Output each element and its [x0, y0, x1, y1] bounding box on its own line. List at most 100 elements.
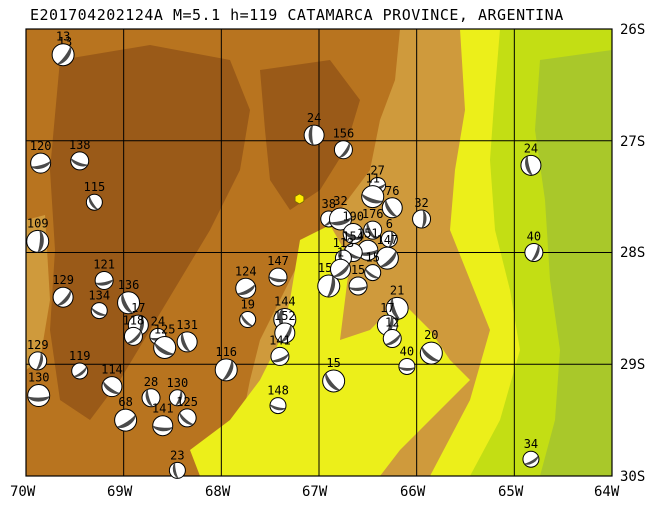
event-depth-label: 154 [342, 230, 364, 244]
event-depth-label: 141 [152, 402, 174, 416]
beachball-icon[interactable]: 141 [152, 402, 174, 437]
lon-label-67w: 67W [302, 484, 328, 500]
beachball-icon[interactable]: 121 [93, 257, 115, 290]
beachball-compression-quadrant [56, 45, 72, 65]
beachball-icon[interactable]: 109 [26, 216, 50, 253]
event-depth-label: 68 [118, 395, 132, 409]
beachball-icon[interactable]: 152 [274, 309, 296, 344]
beachball-icon[interactable]: 118 [123, 313, 145, 346]
beachball-icon[interactable]: 76 [381, 184, 403, 219]
beachball-compression-quadrant [325, 372, 341, 391]
event-depth-label: 12 [385, 316, 399, 330]
beachball-compression-quadrant [365, 268, 380, 279]
beachball-icon[interactable]: 190 [342, 210, 364, 245]
beachball-icon[interactable]: 125 [152, 322, 177, 359]
beachball-icon[interactable]: 120 [30, 139, 52, 174]
beachball-outline [303, 124, 325, 146]
beachball-outline [152, 415, 174, 437]
beachball-compression-quadrant [154, 341, 175, 356]
event-depth-label: 129 [52, 273, 74, 287]
beachball-icon[interactable]: 13 [51, 30, 75, 67]
beachball-icon[interactable]: 15 [322, 356, 346, 393]
beachball-compression-quadrant [379, 250, 397, 267]
beachball-compression-quadrant [180, 332, 191, 352]
beachball-compression-quadrant [332, 262, 349, 277]
event-depth-label: 144 [274, 295, 296, 309]
beachball-icon[interactable]: 136 [117, 278, 141, 316]
event-depth-label: 15 [326, 356, 340, 370]
event-depth-label: 1 [337, 245, 344, 259]
event-depth-label: 119 [69, 349, 91, 363]
event-depth-label: 138 [69, 138, 91, 152]
beachball-icon[interactable]: 151 [357, 226, 379, 261]
event-depth-label: 136 [118, 278, 140, 292]
beachball-compression-quadrant [174, 390, 183, 406]
beachball-icon[interactable]: 130 [27, 371, 51, 408]
beachball-icon[interactable]: 38 [320, 197, 338, 228]
beachball-icon[interactable]: 114 [101, 363, 123, 398]
beachball-icon[interactable]: 176 [362, 207, 384, 240]
beachball-icon[interactable]: 15 [348, 263, 368, 296]
latitude-labels: 26S 27S 28S 29S 30S [620, 22, 645, 485]
beachball-compression-quadrant [136, 315, 144, 335]
beachball-icon[interactable]: 129 [27, 338, 49, 371]
beachball-icon[interactable]: 6 [380, 217, 398, 248]
beachball-compression-quadrant [126, 330, 141, 344]
beachball-icon[interactable]: 40 [398, 344, 416, 375]
beachball-icon[interactable]: 131 [176, 318, 198, 353]
event-depth-label: 28 [144, 375, 158, 389]
beachball-icon[interactable]: 115 [84, 180, 106, 211]
event-depth-label: 148 [267, 384, 289, 398]
beachball-icon[interactable]: 116 [214, 345, 238, 383]
event-depth-label: 109 [27, 216, 49, 230]
beachball-icon[interactable]: 32 [412, 196, 432, 229]
beachball-outline [398, 357, 416, 375]
beachball-icon[interactable]: 134 [88, 289, 110, 320]
beachball-icon[interactable]: 68 [114, 395, 139, 432]
beachball-icon[interactable]: 156 [333, 127, 355, 160]
event-depth-label: 24 [307, 111, 321, 125]
beachball-icon[interactable]: 21 [385, 283, 409, 320]
beachball-icon[interactable]: 32 [328, 194, 352, 231]
beachball-compression-quadrant [384, 333, 401, 346]
beachball-icon[interactable]: 119 [69, 349, 91, 380]
event-depth-label: 32 [333, 194, 347, 208]
beachball-icon[interactable]: 12 [382, 316, 402, 349]
event-depth-label: 125 [154, 322, 176, 336]
event-depth-label: 147 [267, 254, 289, 268]
beachball-icon[interactable]: 138 [69, 138, 91, 171]
beachball-icon[interactable]: 40 [524, 230, 544, 263]
beachball-icon[interactable]: 125 [176, 395, 198, 428]
beachball-icon[interactable]: 20 [419, 328, 443, 365]
beachball-icon[interactable]: 15 [364, 251, 382, 282]
beachball-icon[interactable]: 148 [267, 384, 289, 415]
beachball-icon[interactable]: 130 [167, 376, 189, 407]
beachball-icon[interactable]: 23 [168, 448, 186, 479]
beachball-compression-quadrant [103, 380, 121, 394]
beachball-compression-quadrant [279, 324, 292, 343]
beachball-icon[interactable]: 24 [303, 111, 325, 146]
lon-label-64w: 64W [594, 484, 620, 500]
beachball-compression-quadrant [338, 250, 347, 266]
beachball-compression-quadrant [308, 125, 315, 146]
beachball-icon[interactable]: 1 [329, 245, 351, 280]
lat-label-26s: 26S [620, 22, 645, 38]
beachball-compression-quadrant [27, 395, 50, 402]
beachball-icon[interactable]: 147 [375, 233, 399, 270]
beachball-icon[interactable]: 147 [267, 254, 289, 287]
beachball-icon[interactable]: 34 [522, 437, 540, 468]
beachball-icon[interactable]: 28 [141, 375, 161, 408]
target-event-hexagon-icon[interactable] [294, 193, 305, 205]
terrain-dark-brown [50, 45, 250, 420]
beachball-icon[interactable]: 24 [520, 141, 542, 176]
beachball-icon[interactable]: 141 [269, 333, 291, 366]
event-depth-label: 17 [380, 301, 394, 315]
event-depth-label: 38 [322, 197, 336, 211]
beachball-icon[interactable]: 129 [52, 273, 74, 308]
event-depth-label: 20 [424, 328, 438, 342]
beachball-icon[interactable]: 19 [239, 298, 257, 329]
event-depth-label: 24 [151, 314, 165, 328]
beachball-icon[interactable]: 11 [360, 172, 385, 209]
beachball-compression-quadrant [326, 275, 336, 297]
beachball-icon[interactable]: 124 [235, 264, 257, 299]
